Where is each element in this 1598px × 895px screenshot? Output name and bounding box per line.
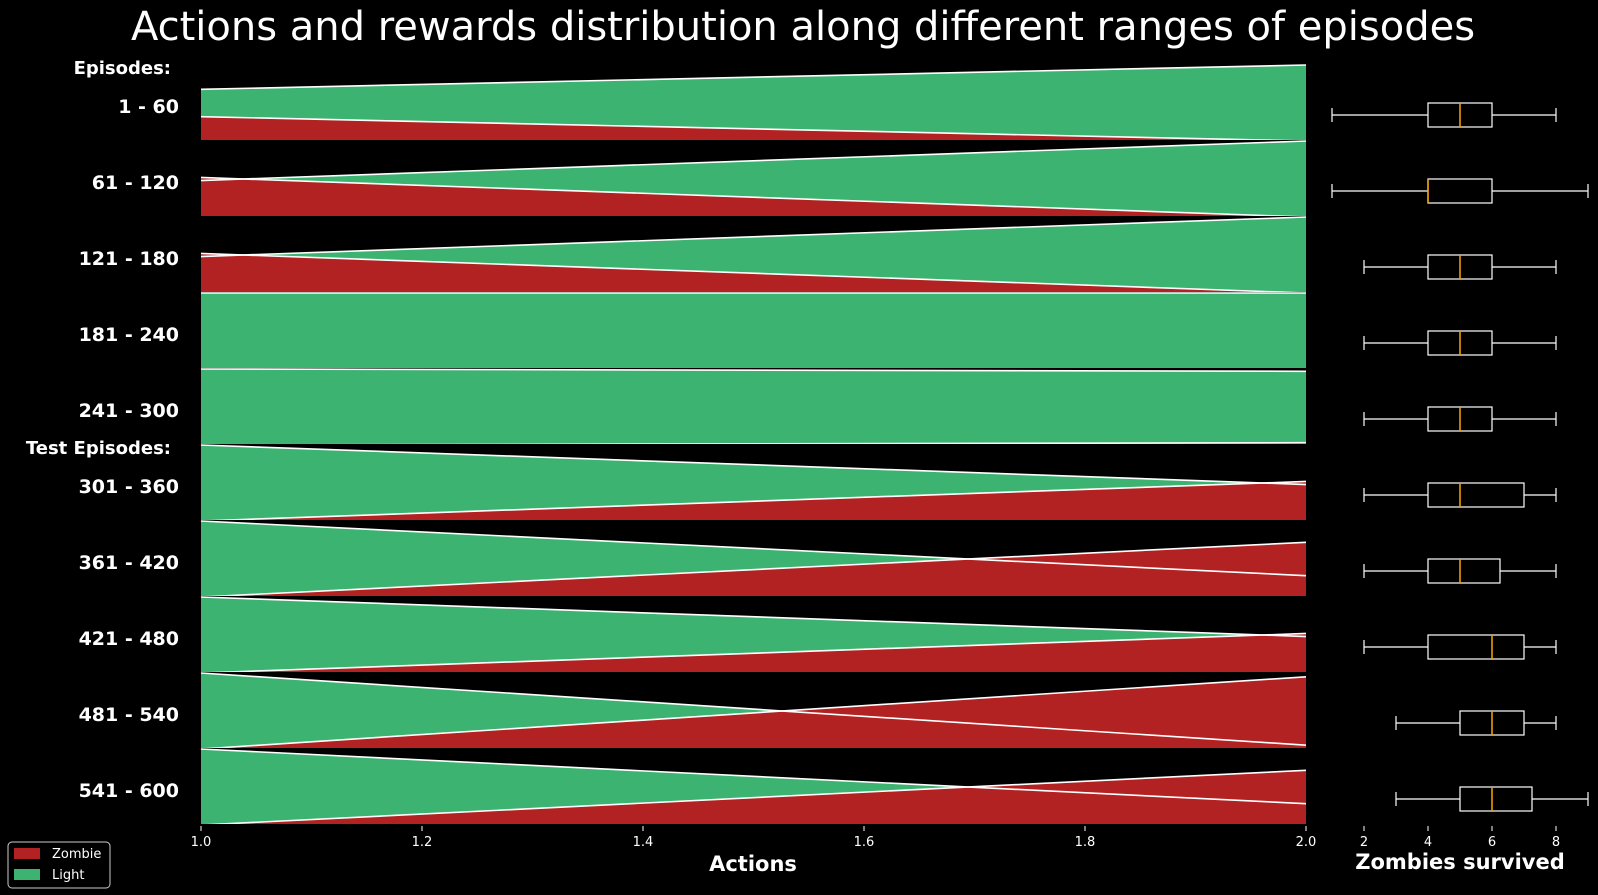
ridge-row: 361 - 420: [79, 520, 1307, 598]
boxplot-row: [1331, 178, 1589, 204]
boxplot-row: [1363, 406, 1557, 432]
row-label: 361 - 420: [79, 552, 179, 574]
ridge-row: 181 - 240: [79, 292, 1306, 370]
actions-axis: 1.0 1.2 1.4 1.6 1.8 2.0: [191, 826, 1317, 850]
zombie-edge: [200, 176, 1307, 218]
row-label: 421 - 480: [79, 628, 179, 650]
box-iqr: [1427, 634, 1525, 660]
ridge-row: 121 - 180: [79, 216, 1307, 294]
legend[interactable]: Zombie Light: [7, 841, 111, 889]
chart-title: Actions and rewards distribution along d…: [131, 4, 1475, 50]
legend-entry: Light: [52, 868, 84, 883]
zombie-edge: [200, 769, 1307, 826]
light-edge: [200, 520, 1307, 577]
legend-swatch: [14, 848, 40, 859]
row-label: 121 - 180: [79, 248, 179, 270]
light-edge: [200, 368, 1307, 373]
legend-entry: Zombie: [52, 847, 101, 862]
light-area: [201, 369, 1306, 445]
row-label: 181 - 240: [79, 324, 179, 346]
ridge-row: 1 - 60: [118, 64, 1307, 142]
boxplot-row: [1363, 254, 1557, 280]
boxplot-row: [1331, 102, 1557, 128]
box-tick-label: 6: [1488, 835, 1496, 850]
box-iqr: [1427, 558, 1501, 584]
row-label: 541 - 600: [79, 780, 179, 802]
zombie-edge: [200, 541, 1307, 598]
zombies-survived-axis: 2 4 6 8: [1360, 826, 1560, 850]
boxplot-row: [1363, 634, 1557, 660]
row-label: 481 - 540: [79, 704, 179, 726]
ridge-row: 421 - 480: [79, 596, 1307, 674]
row-label: 1 - 60: [118, 96, 179, 118]
light-edge: [200, 216, 1307, 258]
x-axis-title: Actions: [709, 852, 797, 876]
section-label-test-episodes: Test Episodes:: [26, 438, 171, 459]
box-iqr: [1427, 178, 1493, 204]
light-edge: [200, 64, 1307, 91]
x-tick-label: 1.2: [412, 835, 433, 850]
ridge-row: 61 - 120: [92, 140, 1307, 218]
zombie-area: [201, 253, 1306, 293]
zombie-edge: [200, 115, 1307, 142]
x-tick-label: 1.6: [854, 835, 875, 850]
light-edge: [200, 140, 1307, 182]
row-label: 241 - 300: [79, 400, 179, 422]
light-edge: [200, 596, 1307, 638]
boxplot-row: [1363, 330, 1557, 356]
box-tick-label: 4: [1424, 835, 1432, 850]
box-tick-label: 2: [1360, 835, 1368, 850]
box-iqr: [1459, 786, 1533, 812]
x-tick-label: 1.8: [1075, 835, 1096, 850]
box-axis-title: Zombies survived: [1355, 850, 1564, 874]
ridge-row: 481 - 540: [79, 672, 1307, 750]
ridge-row: 241 - 300: [79, 368, 1307, 446]
box-tick-label: 8: [1552, 835, 1560, 850]
light-edge: [200, 444, 1307, 486]
light-edge: [200, 748, 1307, 805]
ridge-row: 541 - 600: [79, 748, 1307, 826]
boxplot-row: [1395, 786, 1589, 812]
boxplot-panel: [1331, 102, 1589, 812]
zombie-edge: [200, 632, 1307, 674]
legend-swatch: [14, 869, 40, 880]
boxplot-row: [1363, 482, 1557, 508]
box-iqr: [1427, 482, 1525, 508]
x-tick-label: 2.0: [1296, 835, 1317, 850]
x-tick-label: 1.4: [633, 835, 654, 850]
zombie-edge: [200, 252, 1307, 294]
x-tick-label: 1.0: [191, 835, 212, 850]
section-label-episodes: Episodes:: [74, 58, 171, 79]
row-label: 301 - 360: [79, 476, 179, 498]
ridge-rows: 1 - 60 61 - 120 121 - 180 181 - 240 241 - 30…: [79, 64, 1307, 826]
zombie-edge: [200, 676, 1307, 750]
boxplot-row: [1395, 710, 1557, 736]
boxplot-row: [1363, 558, 1557, 584]
ridge-row: 301 - 360: [79, 444, 1307, 522]
light-edge: [200, 672, 1307, 746]
row-label: 61 - 120: [92, 172, 179, 194]
zombie-edge: [200, 480, 1307, 522]
light-area: [201, 293, 1306, 369]
